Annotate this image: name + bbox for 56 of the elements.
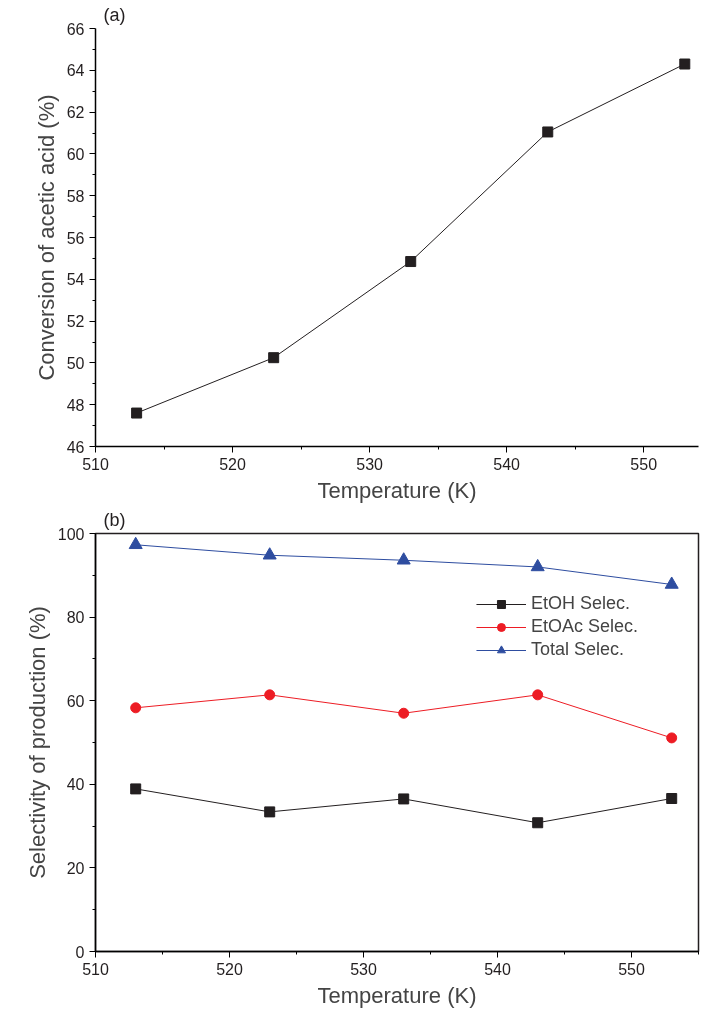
point: [532, 817, 544, 829]
point: [264, 689, 276, 701]
y-axis-title: Selectivity of production (%): [24, 606, 50, 879]
y-tick-label: 40: [66, 776, 85, 794]
point: [664, 576, 679, 589]
y-tick-label: 46: [66, 438, 85, 456]
x-tick-label: 510: [82, 455, 109, 473]
point: [398, 793, 410, 805]
y-tick-label: 62: [66, 104, 85, 122]
y-tick-label: 0: [75, 943, 85, 961]
point: [532, 689, 544, 701]
point: [262, 547, 277, 560]
x-tick-label: 550: [630, 455, 658, 473]
x-axis-title: Temperature (K): [317, 477, 477, 503]
y-tick-label: 100: [57, 525, 85, 543]
x-tick-label: 540: [493, 455, 521, 473]
y-tick-label: 60: [66, 692, 85, 710]
x-axis-title: Temperature (K): [317, 982, 477, 1008]
x-tick-label: 540: [484, 960, 511, 978]
y-axis-title: Conversion of acetic acid (%): [33, 94, 59, 381]
x-tick-label: 510: [82, 960, 109, 978]
point: [131, 407, 143, 419]
text: (a): [103, 4, 126, 25]
point: [530, 558, 545, 572]
y-tick-label: 52: [66, 313, 85, 331]
x-tick-label: 530: [356, 455, 384, 473]
point: [130, 702, 142, 714]
point: [264, 806, 276, 818]
y-tick-label: 50: [66, 354, 85, 372]
point: [666, 793, 678, 805]
point: [128, 536, 143, 550]
y-tick-label: 60: [66, 145, 85, 163]
legend-label: EtOH Selec.: [530, 593, 630, 614]
y-tick-label: 48: [66, 396, 85, 414]
point: [666, 732, 678, 744]
y-tick-label: 56: [66, 229, 85, 247]
x-tick-label: 520: [216, 960, 243, 978]
y-tick-label: 20: [66, 859, 85, 877]
legend-label: EtOAc Selec.: [530, 616, 638, 637]
point: [268, 352, 280, 364]
x-tick-label: 520: [219, 455, 246, 473]
y-tick-label: 64: [66, 62, 85, 80]
point: [542, 126, 554, 138]
x-tick-label: 530: [350, 960, 377, 978]
point: [679, 58, 691, 70]
point: [396, 552, 411, 565]
point: [405, 256, 417, 268]
y-tick-label: 54: [66, 271, 85, 289]
y-tick-label: 66: [66, 20, 85, 38]
point: [398, 707, 410, 719]
x-tick-label: 550: [618, 960, 645, 978]
y-tick-label: 58: [66, 187, 85, 205]
legend-label: Total Selec.: [530, 639, 625, 660]
y-tick-label: 80: [66, 609, 85, 627]
text: (b): [103, 509, 126, 530]
point: [130, 783, 142, 795]
